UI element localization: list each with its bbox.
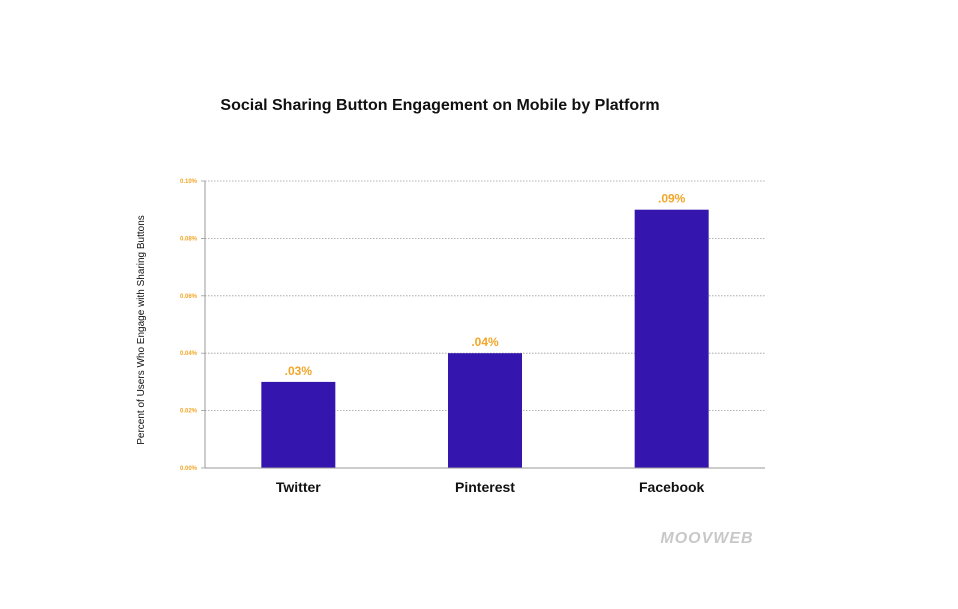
data-label-pinterest: .04% xyxy=(471,335,499,349)
category-label-pinterest: Pinterest xyxy=(455,479,515,495)
y-tick-label: 0.06% xyxy=(180,294,198,300)
category-labels: Twitter Pinterest Facebook xyxy=(276,479,705,495)
y-tick-label: 0.02% xyxy=(180,409,198,415)
data-label-twitter: .03% xyxy=(285,364,313,378)
bar-twitter xyxy=(261,381,336,468)
bar-facebook xyxy=(634,209,709,468)
data-label-facebook: .09% xyxy=(658,192,686,206)
category-label-facebook: Facebook xyxy=(639,479,705,495)
y-tick-label: 0.04% xyxy=(180,351,198,357)
data-labels: .03% .04% .09% xyxy=(285,192,686,378)
chart-title: Social Sharing Button Engagement on Mobi… xyxy=(220,97,660,114)
y-tick-label: 0.08% xyxy=(180,236,198,242)
category-label-twitter: Twitter xyxy=(276,479,321,495)
bars xyxy=(261,209,709,468)
y-axis-ticks: 0.00% 0.02% 0.04% 0.06% 0.08% 0.10% xyxy=(180,179,205,472)
y-tick-label: 0.10% xyxy=(180,179,198,185)
y-tick-label: 0.00% xyxy=(180,466,198,472)
bar-pinterest xyxy=(448,353,522,468)
moovweb-watermark: MOOVWEB xyxy=(660,530,753,547)
y-axis-label: Percent of Users Who Engage with Sharing… xyxy=(136,215,147,445)
